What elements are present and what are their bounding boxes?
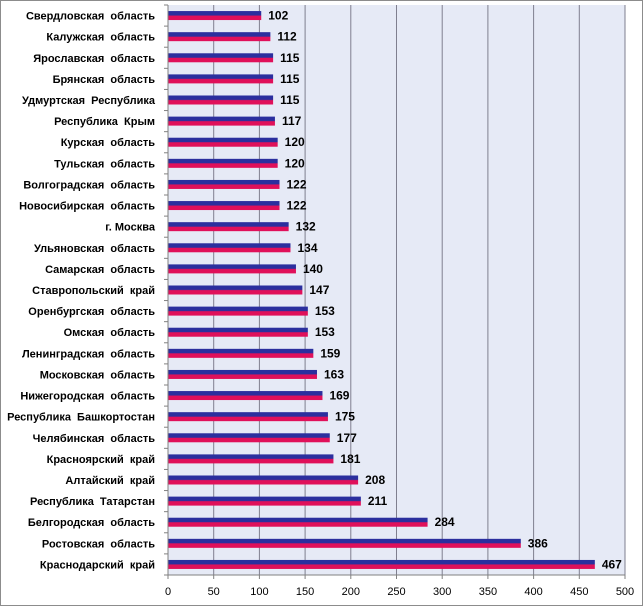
- category-label: г. Москва: [105, 222, 156, 234]
- value-label: 177: [337, 431, 357, 445]
- bar: [168, 475, 359, 485]
- category-label: Ярославская область: [33, 53, 155, 65]
- category-label: Калужская область: [46, 32, 155, 44]
- x-tick-label: 350: [479, 586, 497, 598]
- x-tick-label: 200: [342, 586, 360, 598]
- x-tick-label: 50: [208, 586, 220, 598]
- value-label: 102: [268, 9, 288, 23]
- bar: [168, 201, 280, 211]
- bar: [168, 391, 323, 401]
- category-label: Курская область: [61, 137, 156, 149]
- bar: [168, 348, 314, 358]
- category-label: Республика Татарстан: [30, 496, 155, 508]
- x-tick-label: 300: [433, 586, 451, 598]
- value-label: 120: [285, 156, 305, 170]
- bar: [168, 95, 274, 105]
- value-label: 211: [368, 494, 388, 508]
- value-label: 153: [315, 325, 335, 339]
- x-tick-label: 100: [250, 586, 268, 598]
- bar: [168, 74, 274, 84]
- x-tick-labels: 0 50 100 150 200 250 300 350 400 450 500: [165, 586, 634, 598]
- value-label: 169: [329, 389, 349, 403]
- value-label: 140: [303, 262, 323, 276]
- category-label: Ростовская область: [42, 538, 155, 550]
- bar: [168, 306, 308, 316]
- value-label: 147: [309, 283, 329, 297]
- x-tick-label: 500: [616, 586, 634, 598]
- bar: [168, 454, 334, 464]
- category-label: Оренбургская область: [28, 306, 155, 318]
- value-label: 386: [528, 536, 548, 550]
- value-label: 181: [340, 452, 360, 466]
- category-labels: Свердловская область Калужская область Яро…: [7, 11, 156, 572]
- x-tick-label: 0: [165, 586, 171, 598]
- category-label: Алтайский край: [65, 475, 155, 487]
- bar: [168, 327, 308, 337]
- value-label: 467: [602, 557, 622, 571]
- category-label: Ленинградская область: [22, 348, 155, 360]
- bar: [168, 517, 428, 527]
- category-label: Нижегородская область: [20, 391, 155, 403]
- bar: [168, 412, 328, 422]
- x-tick-label: 400: [524, 586, 542, 598]
- value-label: 122: [287, 199, 307, 213]
- category-label: Новосибирская область: [19, 201, 155, 213]
- category-label: Краснодарский край: [40, 559, 155, 571]
- bar: [168, 538, 521, 548]
- bar: [168, 32, 271, 42]
- category-label: Тульская область: [54, 158, 155, 170]
- category-label: Ставропольский край: [32, 285, 155, 297]
- category-label: Самарская область: [45, 264, 155, 276]
- bar: [168, 559, 595, 569]
- bar: [168, 11, 262, 21]
- bar: [168, 285, 303, 295]
- category-label: Московская область: [40, 369, 156, 381]
- bar: [168, 179, 280, 189]
- axes: [164, 4, 626, 579]
- value-label: 153: [315, 304, 335, 318]
- value-label: 122: [287, 177, 307, 191]
- value-label: 115: [280, 72, 300, 86]
- x-tick-label: 150: [296, 586, 314, 598]
- category-label: Брянская область: [53, 74, 156, 86]
- value-label: 134: [297, 241, 317, 255]
- bar: [168, 496, 361, 506]
- bar: [168, 433, 330, 443]
- bar: [168, 369, 317, 379]
- bar: [168, 243, 291, 253]
- category-label: Ульяновская область: [34, 243, 155, 255]
- bar: [168, 158, 278, 168]
- category-label: Волгоградская область: [23, 179, 155, 191]
- category-label: Белгородская область: [28, 517, 155, 529]
- value-label: 117: [282, 114, 302, 128]
- category-label: Республика Башкортостан: [7, 412, 155, 424]
- category-label: Омская область: [64, 327, 156, 339]
- x-tick-label: 250: [387, 586, 405, 598]
- value-label: 163: [324, 367, 344, 381]
- value-label: 284: [435, 515, 455, 529]
- value-label: 115: [280, 51, 300, 65]
- value-labels: 102 112 115 115 115 117 120 120 122 122 132 134 140 1…: [268, 9, 622, 572]
- category-label: Свердловская область: [26, 11, 155, 23]
- value-label: 159: [320, 346, 340, 360]
- bar: [168, 264, 296, 274]
- value-label: 132: [296, 220, 316, 234]
- value-label: 175: [335, 410, 355, 424]
- bar: [168, 222, 289, 232]
- bar: [168, 116, 275, 126]
- value-label: 120: [285, 135, 305, 149]
- value-label: 208: [365, 473, 385, 487]
- value-label: 115: [280, 93, 300, 107]
- bars: [168, 11, 595, 569]
- x-tick-label: 450: [570, 586, 588, 598]
- category-label: Красноярский край: [47, 454, 155, 466]
- value-label: 112: [277, 30, 297, 44]
- bar: [168, 137, 278, 147]
- category-label: Республика Крым: [54, 116, 155, 128]
- category-label: Челябинская область: [33, 433, 156, 445]
- category-label: Удмуртская Республика: [22, 95, 156, 107]
- bar: [168, 53, 274, 63]
